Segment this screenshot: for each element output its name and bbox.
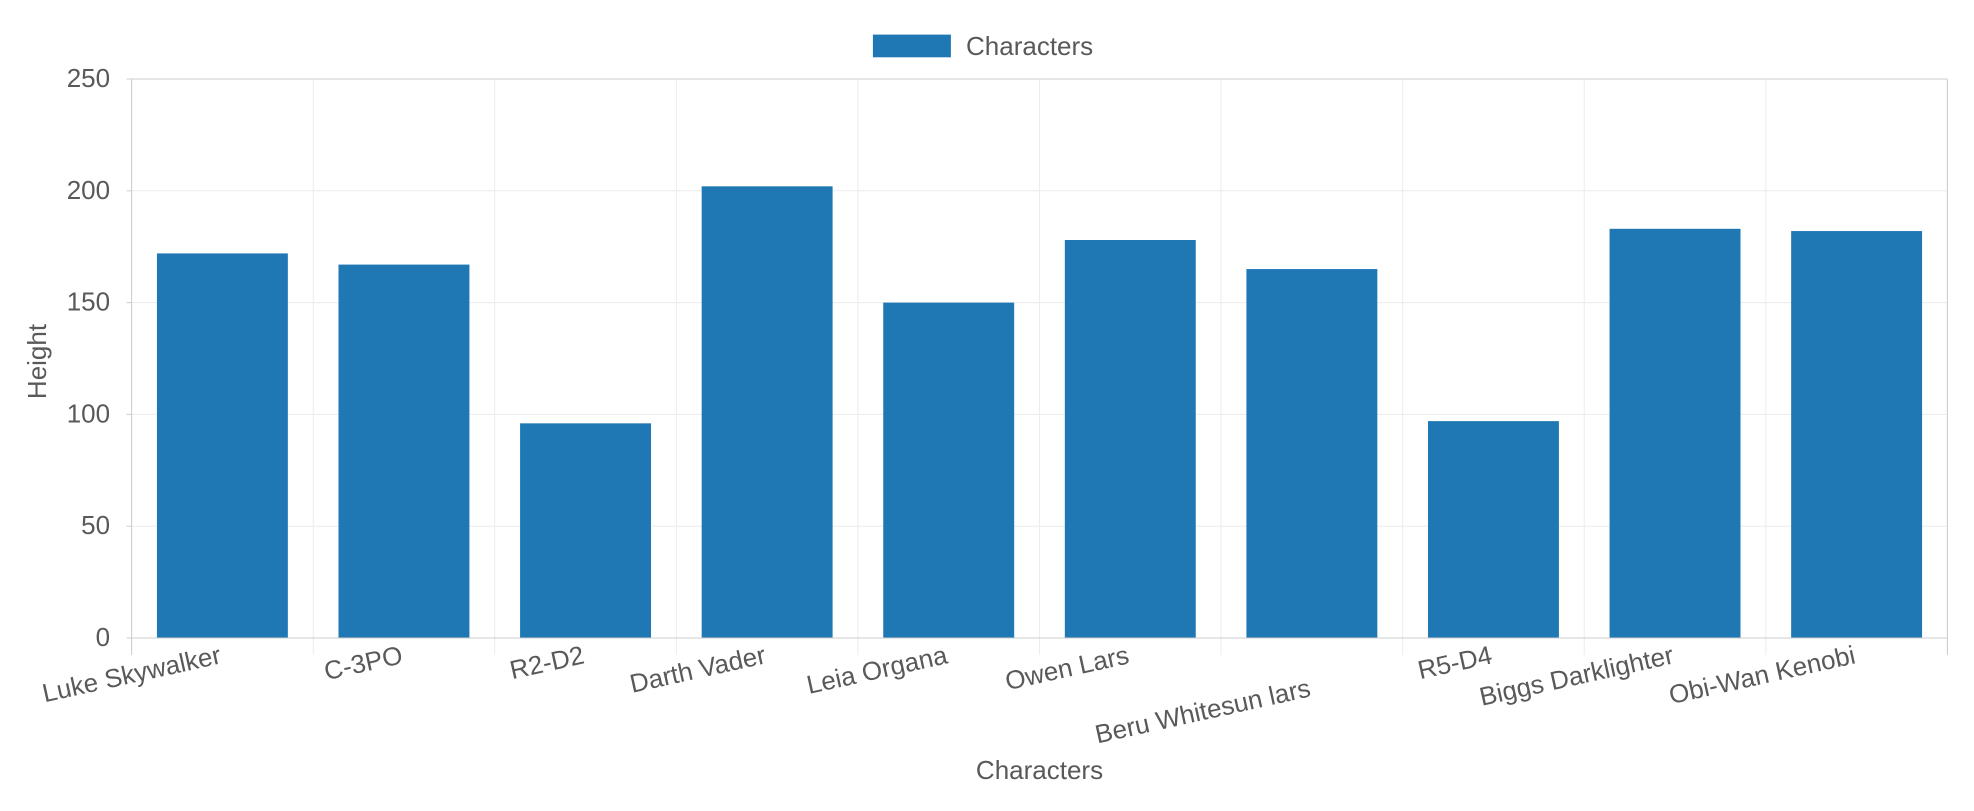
- svg-text:200: 200: [67, 175, 110, 205]
- svg-text:50: 50: [81, 510, 110, 540]
- svg-text:100: 100: [67, 398, 110, 428]
- svg-text:250: 250: [67, 63, 110, 93]
- svg-text:Characters: Characters: [976, 755, 1103, 785]
- svg-text:Characters: Characters: [966, 31, 1093, 61]
- svg-text:150: 150: [67, 287, 110, 317]
- svg-text:Height: Height: [22, 323, 52, 399]
- svg-text:0: 0: [96, 622, 110, 652]
